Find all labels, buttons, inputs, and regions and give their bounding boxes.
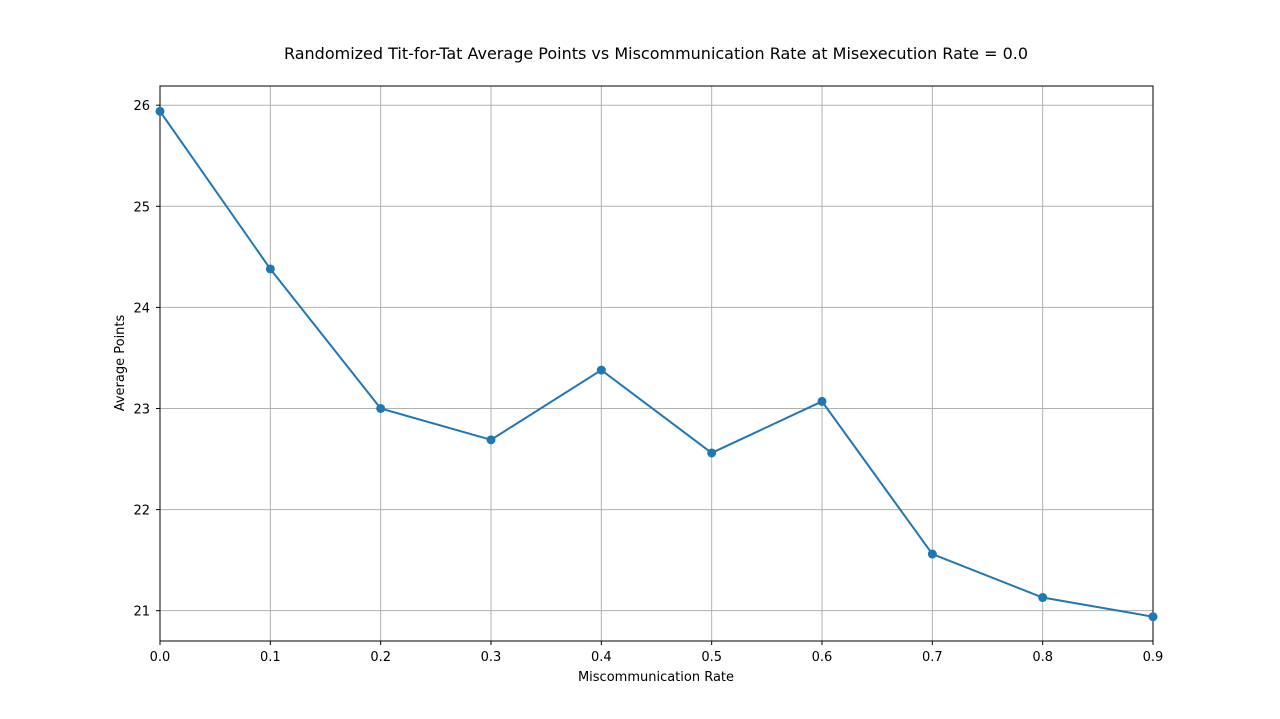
data-point — [1148, 612, 1158, 622]
x-axis-label: Miscommunication Rate — [578, 670, 734, 685]
y-tick-label: 24 — [133, 301, 150, 316]
data-point — [376, 403, 386, 413]
plot-frame — [159, 85, 1154, 642]
y-tick-label: 26 — [133, 99, 150, 114]
x-tick-label: 0.3 — [481, 650, 502, 665]
y-tick-label: 23 — [133, 402, 150, 417]
data-point — [1038, 593, 1048, 603]
y-tick-label: 21 — [133, 605, 150, 620]
data-point — [707, 448, 717, 458]
chart-title: Randomized Tit-for-Tat Average Points vs… — [284, 44, 1028, 63]
x-tick-label: 0.6 — [812, 650, 833, 665]
y-axis-label: Average Points — [113, 314, 128, 411]
data-point — [486, 435, 496, 445]
data-point — [596, 365, 606, 375]
data-point — [265, 264, 275, 274]
x-tick-label: 0.2 — [370, 650, 391, 665]
y-tick-label: 22 — [133, 504, 150, 519]
x-tick-label: 0.9 — [1143, 650, 1164, 665]
series-line — [159, 110, 1154, 618]
x-tick-label: 0.4 — [591, 650, 612, 665]
x-tick-label: 0.7 — [922, 650, 943, 665]
y-tick-label: 25 — [133, 200, 150, 215]
data-point — [927, 549, 937, 559]
data-point — [817, 396, 827, 406]
series-layer — [155, 106, 1158, 622]
data-point — [155, 106, 165, 116]
axis-ticks: 0.0 0.1 0.2 0.3 0.4 0.5 0.6 0.7 0.8 0.9 21 22 23 24 25… — [133, 99, 1163, 665]
x-tick-label: 0.8 — [1032, 650, 1053, 665]
x-tick-label: 0.0 — [150, 650, 171, 665]
x-tick-label: 0.5 — [701, 650, 722, 665]
grid-lines — [159, 86, 1154, 641]
x-tick-label: 0.1 — [260, 650, 281, 665]
